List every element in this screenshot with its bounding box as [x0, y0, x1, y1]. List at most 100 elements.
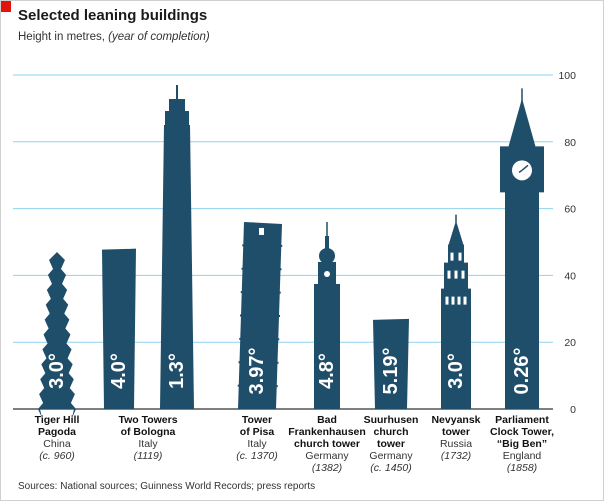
y-tick-label-20: 20: [564, 337, 576, 349]
chart-title: Selected leaning buildings: [18, 7, 208, 24]
building-label: Tiger Hill Pagoda China (c. 960): [11, 414, 103, 462]
building-year: (1858): [506, 462, 538, 474]
building-shape-block: [102, 248, 136, 409]
building-4: 4.8°: [314, 221, 340, 409]
subtitle-main: Height in metres,: [18, 31, 105, 43]
y-tick-label-0: 0: [570, 404, 576, 416]
chart-svg: 0 20 40 60 80 100 3.0° 4.0° 1.3° 3.97° 4.8° 5.19° 3.…: [13, 70, 576, 418]
nevyansk-window: [458, 252, 462, 261]
building-label: Suurhusen church tower Germany (c. 1450): [345, 414, 437, 474]
building-year: (1732): [440, 450, 472, 462]
pisa-cornice: [239, 337, 280, 341]
building-shape-spire: [521, 88, 523, 103]
building-name: Frankenhausen: [288, 426, 366, 438]
building-shape-lantern: [169, 99, 185, 114]
building-shape-bulb: [319, 247, 335, 264]
lean-angle-label: 3.0°: [445, 353, 467, 389]
building-name: Suurhusen: [363, 414, 419, 426]
y-tick-label-80: 80: [564, 137, 576, 149]
building-6: 3.0°: [441, 214, 471, 409]
building-label: Nevyansk tower Russia (1732): [410, 414, 502, 462]
building-year: (c. 1370): [236, 450, 278, 462]
nevyansk-window: [445, 296, 449, 305]
lean-angle-label: 3.97°: [246, 348, 268, 395]
pisa-cornice: [240, 291, 281, 294]
brand-red-box: [1, 1, 11, 12]
building-shape-lantern: [325, 235, 329, 252]
building-label: Parliament Clock Tower, “Big Ben” England (1…: [476, 414, 568, 474]
pisa-cornice: [238, 361, 279, 364]
building-name: tower: [441, 426, 470, 438]
building-shape-pagoda: [38, 252, 76, 418]
building-7: 0.26°: [500, 88, 544, 409]
building-country: China: [43, 438, 71, 450]
building-shape-shaft: [505, 188, 539, 409]
lean-angle-label: 4.0°: [108, 353, 130, 389]
y-tick-label-60: 60: [564, 204, 576, 216]
nevyansk-window: [463, 296, 467, 305]
lean-angle-label: 1.3°: [166, 353, 188, 389]
building-country: Germany: [369, 450, 413, 462]
building-shape-tier3: [448, 244, 464, 265]
pisa-cornice: [241, 267, 282, 271]
pisa-window: [259, 227, 264, 235]
building-shape-shaft: [160, 125, 194, 410]
building-name: Nevyansk: [431, 414, 481, 426]
building-name: Two Towers: [118, 414, 178, 426]
chart-subtitle: Height in metres, (year of completion): [18, 31, 210, 43]
y-tick-label-40: 40: [564, 270, 576, 282]
building-name: Tiger Hill: [34, 414, 80, 426]
y-tick-label-100: 100: [558, 70, 576, 82]
lean-angle-label: 4.8°: [316, 353, 338, 389]
building-shape-spire: [455, 214, 457, 223]
pisa-cornice: [237, 384, 278, 388]
lean-angle-label: 0.26°: [511, 348, 533, 395]
pisa-cornice: [242, 244, 283, 247]
clock-hand: [521, 164, 529, 171]
building-name: church: [373, 426, 409, 438]
building-name: Clock Tower,: [490, 426, 554, 438]
building-year: (1119): [133, 450, 163, 462]
building-name: tower: [376, 438, 405, 450]
building-year: (1382): [311, 462, 343, 474]
building-name: of Bologna: [120, 426, 176, 438]
bulb-window: [324, 270, 330, 277]
clock-hand: [518, 169, 523, 173]
building-shape-base: [441, 288, 471, 409]
building-name: Parliament: [495, 414, 549, 426]
nevyansk-window: [454, 270, 458, 279]
nevyansk-window: [451, 296, 455, 305]
building-5: 5.19°: [373, 318, 409, 409]
building-country: Russia: [439, 438, 473, 450]
pisa-cornice: [239, 314, 281, 317]
lean-angle-label: 5.19°: [380, 348, 402, 395]
building-shape-roof: [508, 98, 536, 149]
building-1: 4.0°: [102, 248, 136, 409]
building-label: Two Towers of Bologna Italy (1119): [102, 414, 194, 462]
building-name: Tower: [241, 414, 273, 426]
building-shape-spire: [176, 85, 178, 102]
building-year: (c. 1450): [370, 462, 412, 474]
nevyansk-window: [457, 296, 461, 305]
building-2: 1.3°: [160, 85, 194, 410]
building-country: Germany: [305, 450, 349, 462]
source-note: Sources: National sources; Guinness Worl…: [18, 481, 316, 492]
building-0: 3.0°: [38, 252, 76, 418]
building-3: 3.97°: [237, 221, 283, 409]
lean-angle-label: 3.0°: [46, 353, 68, 389]
subtitle-paren: (year of completion): [108, 31, 210, 43]
building-shape-roof: [448, 220, 464, 247]
building-name: “Big Ben”: [496, 438, 548, 450]
building-shape-belfry: [165, 111, 189, 128]
building-shape-block: [373, 318, 409, 409]
building-shape-spire: [326, 221, 328, 238]
building-label: Tower of Pisa Italy (c. 1370): [211, 414, 303, 462]
building-country: Italy: [138, 438, 158, 450]
nevyansk-window: [450, 252, 454, 261]
nevyansk-window: [461, 270, 465, 279]
building-name: Pagoda: [38, 426, 76, 438]
building-name: of Pisa: [239, 426, 275, 438]
building-shape-shaft: [314, 283, 340, 409]
building-label: Bad Frankenhausen church tower Germany (1382…: [281, 414, 373, 474]
